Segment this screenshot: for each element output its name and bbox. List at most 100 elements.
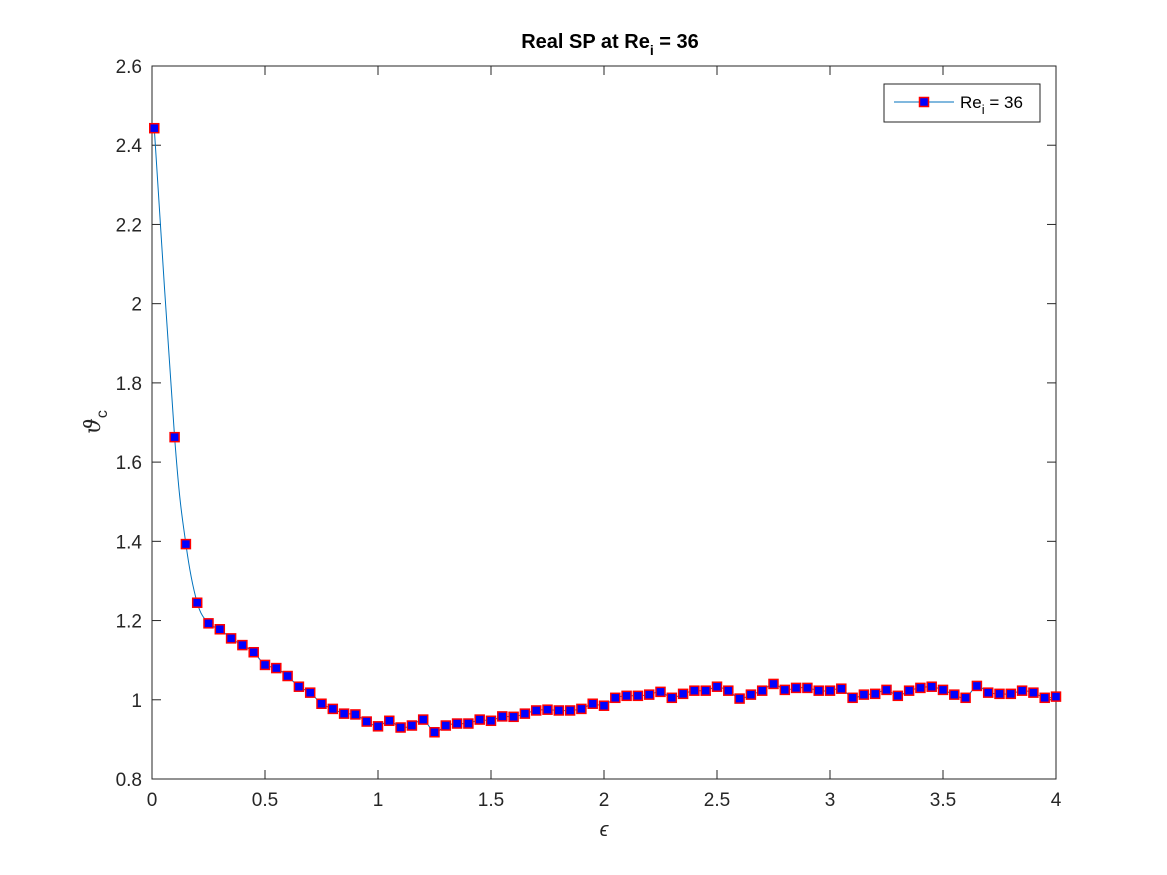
data-point xyxy=(180,538,192,550)
legend: Rei = 36 xyxy=(883,83,1041,123)
data-point xyxy=(350,709,361,720)
x-tick-label: 3 xyxy=(825,790,836,811)
data-point xyxy=(960,692,971,704)
y-tick-label: 2.6 xyxy=(116,57,142,78)
data-point xyxy=(790,682,802,694)
data-point xyxy=(677,688,689,700)
data-point xyxy=(225,633,237,644)
data-point xyxy=(474,714,485,725)
data-point xyxy=(971,680,983,692)
data-point xyxy=(813,685,824,696)
data-point xyxy=(643,689,655,700)
data-point xyxy=(937,684,949,696)
data-point xyxy=(271,662,282,674)
data-point xyxy=(745,689,757,700)
data-point xyxy=(327,703,339,715)
data-point xyxy=(417,714,429,725)
y-tick-label: 2.4 xyxy=(116,136,143,157)
data-point xyxy=(497,711,508,722)
data-point xyxy=(384,715,395,727)
y-tick-label: 1 xyxy=(131,691,142,712)
chart-title: Real SP at Rei = 36 xyxy=(521,31,699,58)
data-point xyxy=(1005,688,1017,700)
data-point xyxy=(372,721,384,732)
data-point xyxy=(926,681,937,692)
x-tick-label: 2 xyxy=(599,790,610,811)
y-tick-label: 1.2 xyxy=(116,612,142,633)
data-point xyxy=(361,716,372,727)
x-tick-label: 1 xyxy=(373,790,384,811)
x-tick-label: 2.5 xyxy=(704,790,730,811)
data-point xyxy=(621,690,632,702)
axis-ticks xyxy=(151,65,1057,780)
y-tick-label: 2 xyxy=(131,295,142,316)
data-point xyxy=(847,692,858,704)
series-markers xyxy=(149,122,1062,738)
x-axis-label: ϵ xyxy=(600,819,610,841)
legend-label: Rei = 36 xyxy=(960,93,1023,117)
y-axis-label: ϑc xyxy=(81,410,111,434)
data-point xyxy=(768,678,779,690)
data-point xyxy=(429,727,440,738)
data-point xyxy=(598,700,610,711)
y-tick-label: 2.2 xyxy=(116,215,142,236)
data-point xyxy=(610,692,621,704)
data-point xyxy=(869,688,881,700)
data-point xyxy=(655,686,666,698)
data-point xyxy=(915,682,926,694)
x-tick-label: 4 xyxy=(1051,790,1062,811)
data-point xyxy=(779,684,791,696)
data-point xyxy=(632,690,644,702)
data-point xyxy=(1028,687,1039,698)
data-point xyxy=(858,689,870,700)
x-tick-label: 0.5 xyxy=(252,790,278,811)
data-point xyxy=(395,722,406,733)
data-point xyxy=(982,687,994,698)
data-point xyxy=(666,692,678,704)
data-point xyxy=(949,689,960,700)
plot-area xyxy=(151,65,1057,780)
data-point xyxy=(463,718,474,729)
data-point xyxy=(316,698,327,709)
y-tick-label: 1.6 xyxy=(116,453,142,474)
x-tick-labels: 0 0.5 1 1.5 2 2.5 3 3.5 4 xyxy=(147,790,1062,811)
data-point xyxy=(564,705,576,716)
y-tick-label: 1.8 xyxy=(116,374,142,395)
data-point xyxy=(903,685,915,696)
data-point xyxy=(553,705,565,716)
y-tick-label: 0.8 xyxy=(116,770,142,791)
data-point xyxy=(802,682,813,694)
legend-marker-sample xyxy=(918,96,930,108)
data-point xyxy=(1050,691,1062,702)
legend-box xyxy=(883,83,1041,123)
data-point xyxy=(214,624,226,635)
y-tick-labels: 0.8 1 1.2 1.4 1.6 1.8 2 2.2 2.4 2.6 xyxy=(116,57,143,791)
data-point xyxy=(1016,685,1028,696)
data-point xyxy=(542,704,553,715)
data-point xyxy=(881,684,892,696)
data-point xyxy=(203,618,214,629)
data-point xyxy=(836,683,847,694)
data-point xyxy=(576,703,587,715)
data-point xyxy=(756,685,768,696)
data-point xyxy=(892,690,904,702)
data-point xyxy=(451,718,463,729)
data-point xyxy=(734,693,745,704)
data-point xyxy=(723,685,734,696)
data-point xyxy=(191,597,203,608)
data-point xyxy=(700,685,711,696)
x-tick-label: 1.5 xyxy=(478,790,504,811)
x-tick-label: 3.5 xyxy=(930,790,956,811)
data-point xyxy=(259,659,271,671)
data-point xyxy=(304,687,316,698)
data-point xyxy=(169,431,180,443)
data-point xyxy=(293,681,305,692)
data-point xyxy=(587,698,598,709)
data-point xyxy=(508,711,519,723)
y-tick-label: 1.4 xyxy=(116,532,143,553)
data-point xyxy=(338,708,350,719)
data-point xyxy=(485,715,497,727)
data-point xyxy=(248,646,259,658)
data-point xyxy=(519,708,531,719)
